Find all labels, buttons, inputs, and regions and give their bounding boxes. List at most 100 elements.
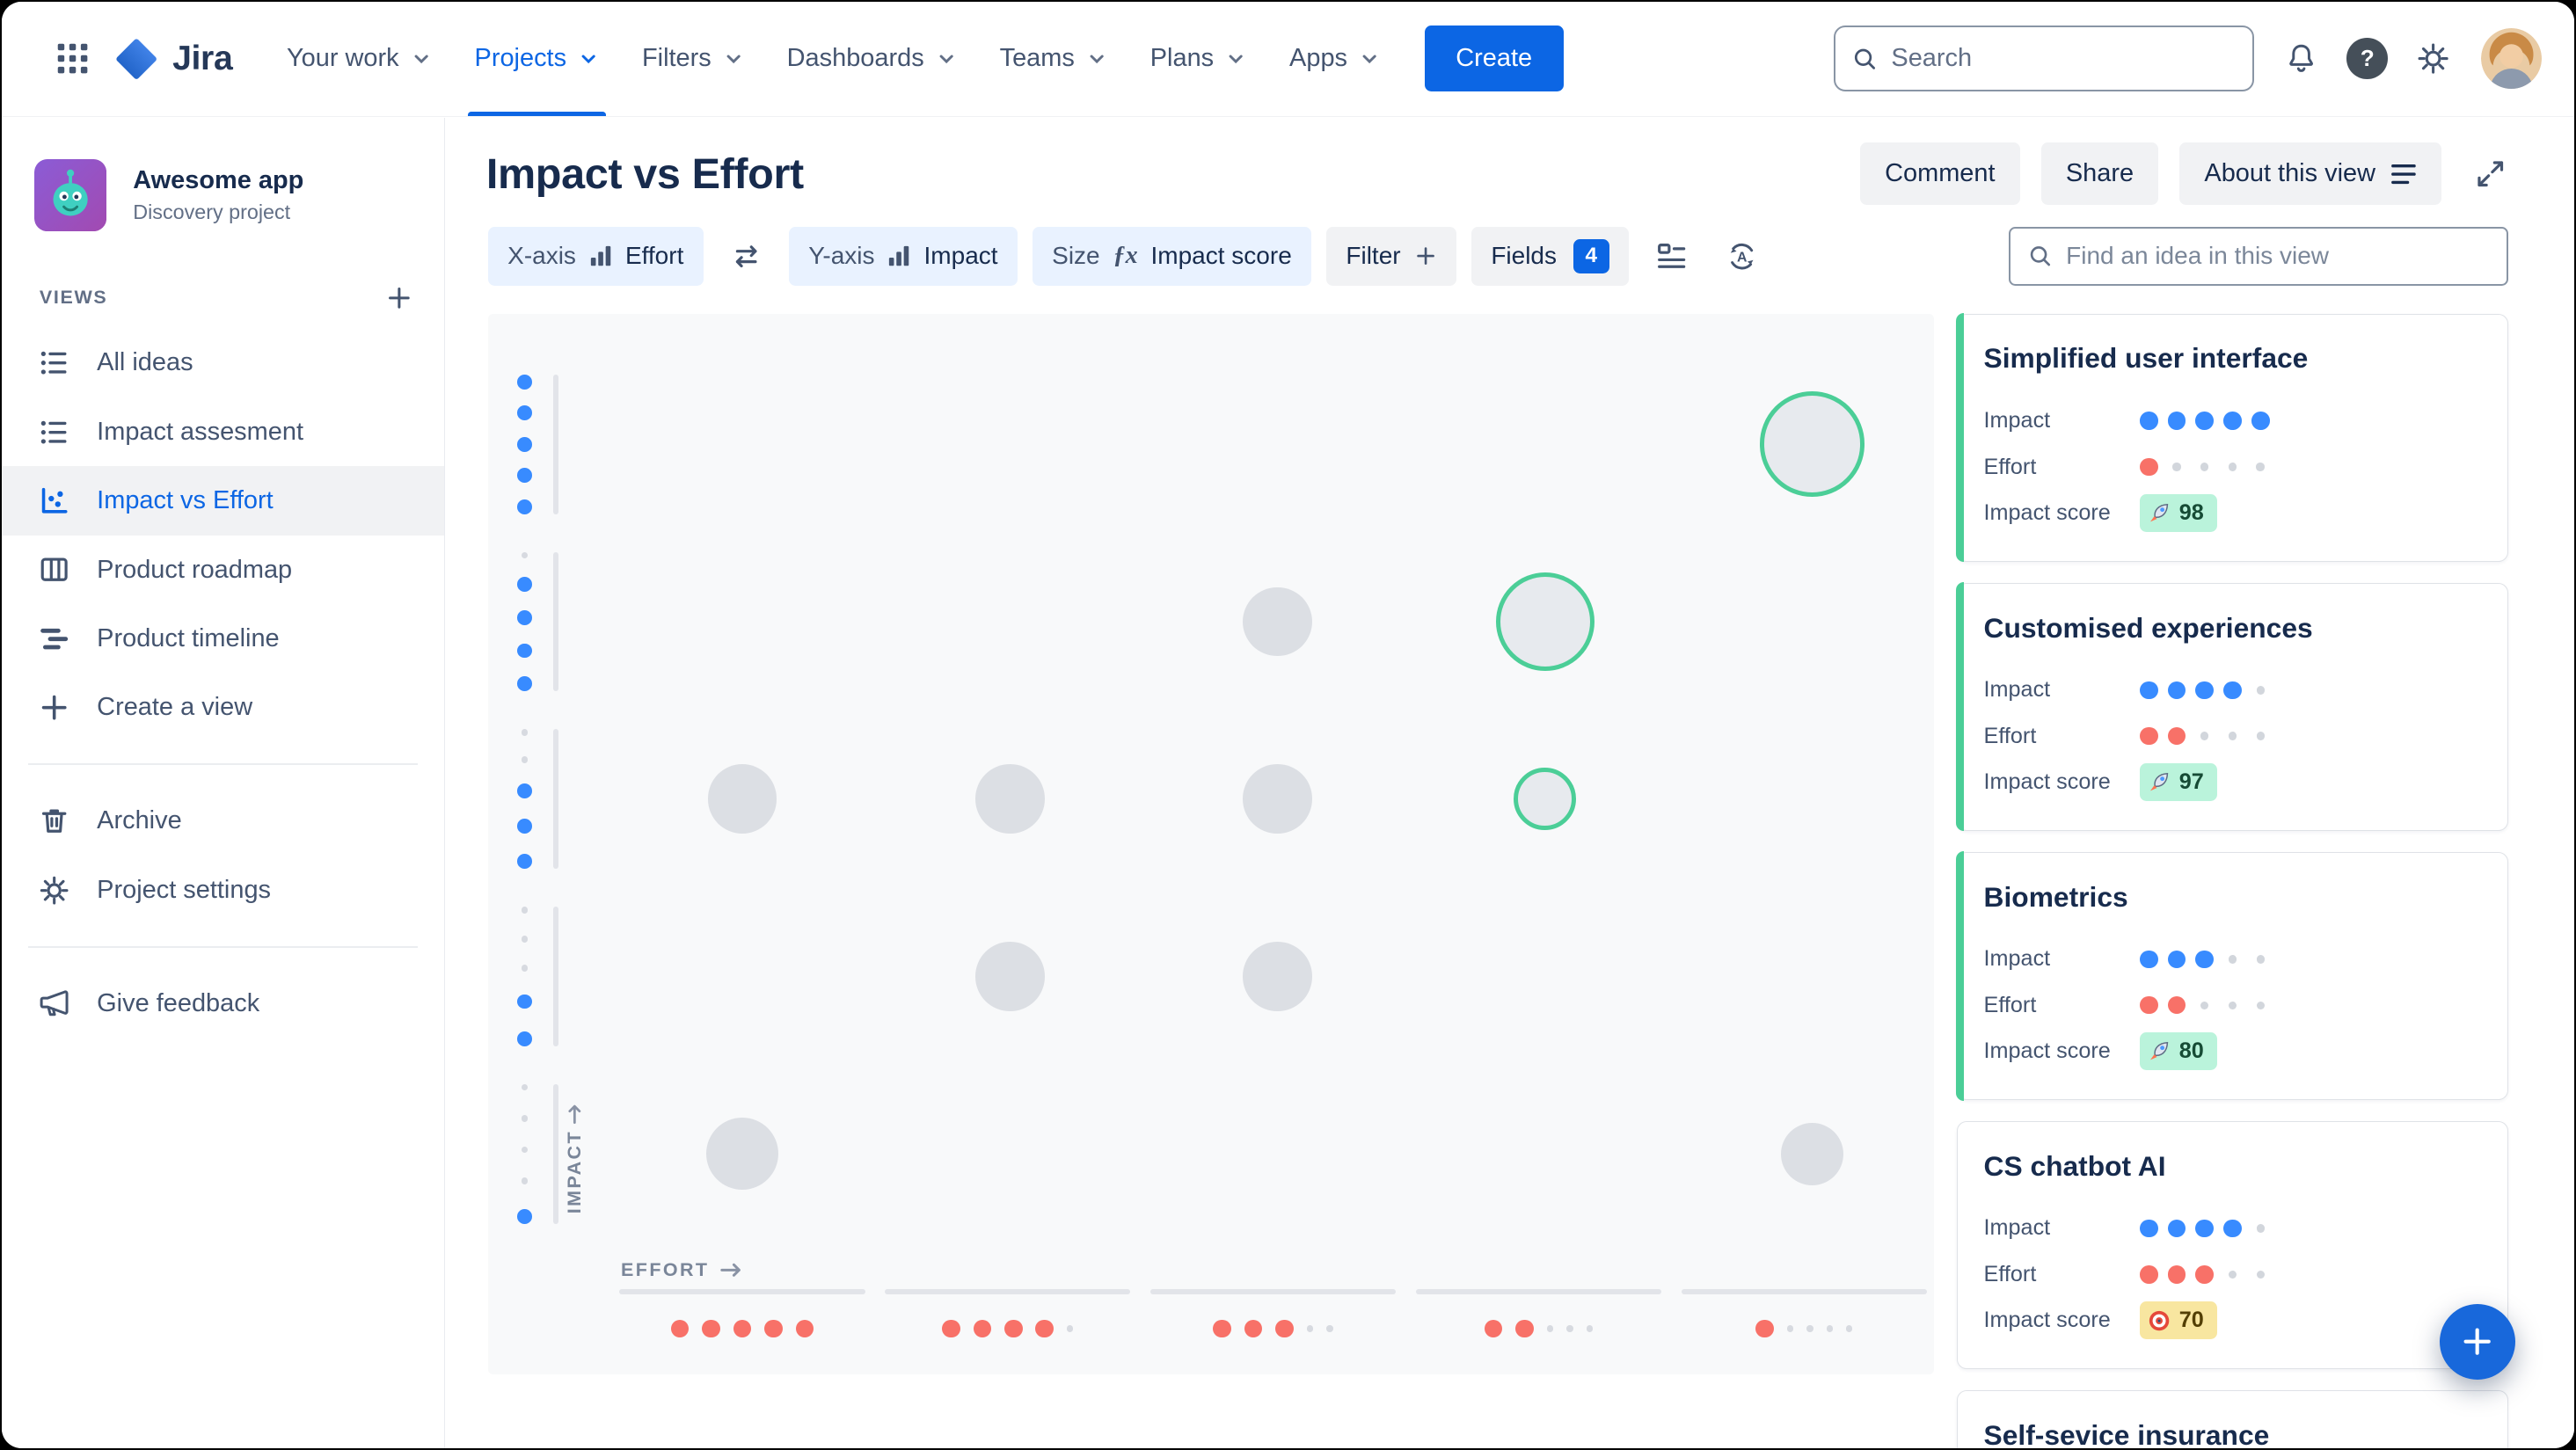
rating-dot	[1213, 1319, 1231, 1338]
find-idea-input[interactable]	[2066, 242, 2491, 271]
rating-dot	[517, 609, 533, 625]
rating-dot	[2139, 681, 2158, 700]
idea-bubble[interactable]	[706, 1118, 779, 1191]
effort-rating	[2139, 1265, 2269, 1284]
idea-bubble[interactable]	[1243, 942, 1312, 1011]
user-avatar[interactable]	[2480, 28, 2542, 90]
sidebar-item-archive[interactable]: Archive	[2, 787, 444, 856]
rating-dot	[2139, 1219, 2158, 1238]
nav-item-plans[interactable]: Plans	[1128, 2, 1267, 116]
app-switcher-icon[interactable]	[44, 31, 100, 87]
notifications-button[interactable]	[2273, 31, 2330, 87]
main-content: Impact vs Effort Comment Share About thi…	[447, 118, 2574, 1449]
chevron-down-icon	[726, 55, 741, 63]
sidebar-item-impact-assesment[interactable]: Impact assesment	[2, 397, 444, 466]
sidebar-item-impact-vs-effort[interactable]: Impact vs Effort	[1, 466, 445, 536]
rating-dot	[2251, 412, 2270, 431]
fullscreen-button[interactable]	[2463, 146, 2519, 202]
add-view-button[interactable]	[385, 284, 413, 312]
sidebar-item-create-a-view[interactable]: Create a view	[2, 674, 444, 742]
filter-chip[interactable]: Filter	[1325, 226, 1457, 286]
impact-score-badge: 70	[2139, 1301, 2217, 1340]
nav-item-teams[interactable]: Teams	[978, 2, 1128, 116]
comment-button[interactable]: Comment	[1860, 142, 2020, 206]
megaphone-icon	[40, 990, 69, 1016]
settings-button[interactable]	[2405, 31, 2462, 87]
nav-item-filters[interactable]: Filters	[621, 2, 766, 116]
impact-row: Impact	[1984, 398, 2482, 444]
jira-logo[interactable]: Jira	[113, 36, 233, 82]
find-idea-search	[2009, 226, 2509, 286]
search-input[interactable]	[1891, 44, 2237, 74]
idea-card[interactable]: Customised experiences Impact Effort Imp…	[1955, 581, 2509, 832]
rating-dot	[2139, 950, 2158, 969]
idea-bubble[interactable]	[1243, 587, 1312, 657]
view-toolbar: X-axis Effort Y-axis Impact Size ƒx Impa…	[487, 226, 2509, 286]
idea-bubble[interactable]	[975, 764, 1045, 834]
rating-dot	[2139, 1265, 2158, 1284]
group-by-icon	[1658, 243, 1686, 268]
size-chip[interactable]: Size ƒx Impact score	[1032, 226, 1312, 286]
rating-dot	[2256, 1224, 2265, 1233]
effort-rating	[2139, 995, 2269, 1015]
rating-dot	[2139, 457, 2158, 477]
effort-rating	[2139, 457, 2269, 477]
nav-item-dashboards[interactable]: Dashboards	[765, 2, 978, 116]
swap-axes-button[interactable]	[719, 229, 775, 285]
idea-card[interactable]: CS chatbot AI Impact Effort Impact score	[1956, 1120, 2509, 1369]
sidebar-item-give-feedback[interactable]: Give feedback	[2, 969, 444, 1038]
rating-dot	[2256, 732, 2265, 740]
idea-bubble[interactable]	[708, 764, 777, 834]
y-axis-chip[interactable]: Y-axis Impact	[788, 226, 1018, 286]
idea-bubble[interactable]	[975, 942, 1045, 1011]
chart-y-axis	[517, 374, 559, 1224]
x-axis-segment	[1681, 1289, 1928, 1294]
idea-bubble[interactable]	[1514, 768, 1577, 831]
help-icon: ?	[2346, 38, 2389, 80]
y-axis-label: IMPACT	[564, 1104, 586, 1213]
idea-bubble[interactable]	[1243, 764, 1312, 834]
nav-item-apps[interactable]: Apps	[1268, 2, 1402, 116]
idea-bubble[interactable]	[1781, 1122, 1844, 1185]
idea-card[interactable]: Simplified user interface Impact Effort …	[1955, 312, 2509, 563]
idea-card[interactable]: Self-sevice insurance Impact	[1956, 1390, 2509, 1449]
sidebar-item-all-ideas[interactable]: All ideas	[2, 329, 444, 397]
y-axis-group	[517, 551, 559, 692]
share-button[interactable]: Share	[2040, 142, 2159, 206]
rating-dot	[517, 994, 533, 1009]
impact-row: Impact	[1984, 1206, 2482, 1251]
rating-dot	[2167, 412, 2186, 431]
rating-dot	[517, 436, 533, 452]
impact-score-badge: 97	[2139, 762, 2217, 801]
rating-dot	[522, 1177, 529, 1184]
create-button[interactable]: Create	[1424, 26, 1564, 92]
about-this-view-button[interactable]: About this view	[2179, 142, 2441, 206]
nav-item-projects[interactable]: Projects	[453, 2, 620, 117]
rating-dot	[517, 374, 533, 390]
sidebar-item-project-settings[interactable]: Project settings	[2, 856, 444, 924]
sidebar-item-product-roadmap[interactable]: Product roadmap	[2, 536, 444, 604]
rating-dot	[1275, 1319, 1294, 1338]
add-idea-button[interactable]	[2439, 1304, 2515, 1381]
rating-dot	[2167, 1219, 2186, 1238]
help-button[interactable]: ?	[2339, 31, 2396, 87]
group-by-button[interactable]	[1644, 229, 1700, 285]
impact-rating	[2139, 1219, 2270, 1238]
rating-dot	[702, 1319, 720, 1338]
sidebar-item-product-timeline[interactable]: Product timeline	[2, 604, 444, 673]
x-axis-segment	[1149, 1289, 1397, 1294]
fields-chip[interactable]: Fields 4	[1470, 226, 1630, 286]
rating-dot	[522, 551, 529, 559]
idea-bubble[interactable]	[1759, 391, 1865, 497]
nav-item-your-work[interactable]: Your work	[266, 2, 454, 116]
x-axis-chip[interactable]: X-axis Effort	[487, 226, 704, 286]
idea-card[interactable]: Biometrics Impact Effort Impact score 80	[1955, 851, 2509, 1101]
y-axis-group	[517, 907, 559, 1046]
page-title: Impact vs Effort	[485, 149, 804, 198]
project-header[interactable]: Awesome app Discovery project	[2, 159, 444, 232]
rating-dot	[1484, 1319, 1503, 1338]
sort-button[interactable]: A	[1714, 229, 1770, 285]
view-header: Impact vs Effort Comment Share About thi…	[485, 142, 2519, 206]
idea-bubble[interactable]	[1495, 572, 1594, 671]
